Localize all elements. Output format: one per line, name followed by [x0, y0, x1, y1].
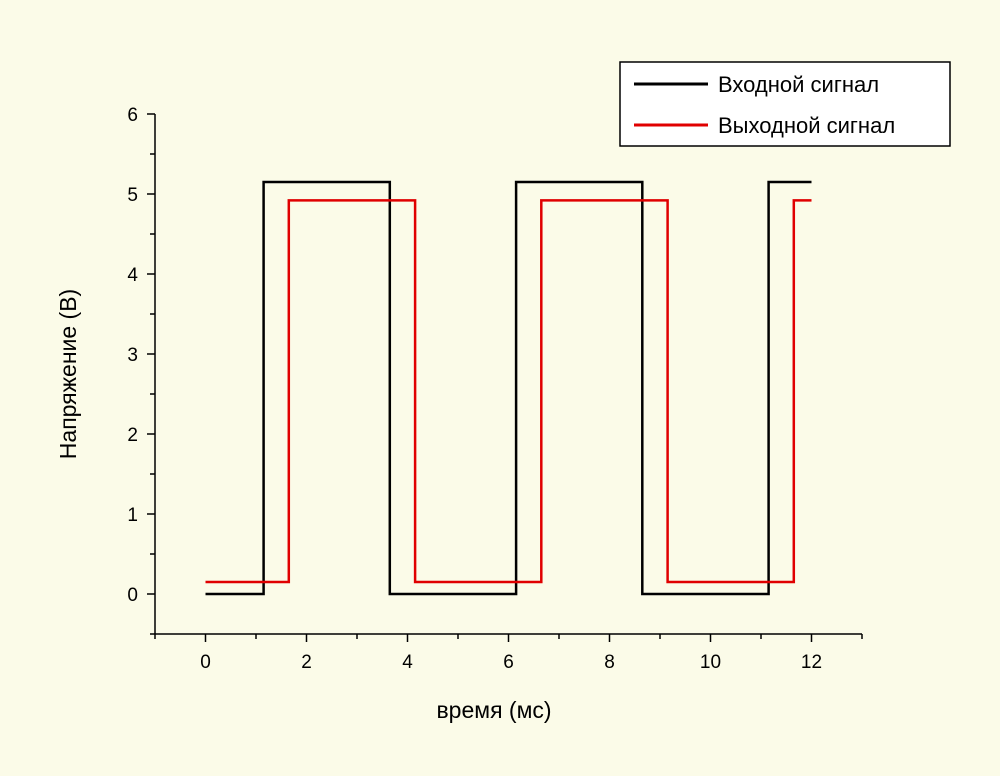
y-axis-title: Напряжение (В)	[55, 289, 81, 459]
x-tick-label: 10	[700, 652, 721, 673]
y-tick-label: 4	[127, 265, 138, 286]
x-axis-title: время (мс)	[436, 697, 551, 723]
y-tick-label: 1	[127, 505, 138, 526]
x-tick-label: 2	[301, 652, 312, 673]
x-tick-label: 12	[801, 652, 822, 673]
y-tick-label: 6	[127, 105, 138, 126]
y-tick-label: 5	[127, 185, 138, 206]
legend-label-input: Входной сигнал	[718, 72, 879, 97]
legend: Входной сигнал Выходной сигнал	[619, 61, 951, 147]
legend-box	[619, 61, 951, 147]
y-tick-label: 0	[127, 585, 138, 606]
series-line-output	[205, 199, 812, 584]
series-line-input	[205, 180, 812, 596]
legend-label-output: Выходной сигнал	[718, 113, 895, 138]
x-tick-label: 0	[200, 652, 211, 673]
x-tick-label: 6	[503, 652, 514, 673]
x-tick-label: 4	[402, 652, 413, 673]
y-tick-label: 2	[127, 425, 138, 446]
x-tick-label: 8	[604, 652, 615, 673]
y-tick-label: 3	[127, 345, 138, 366]
